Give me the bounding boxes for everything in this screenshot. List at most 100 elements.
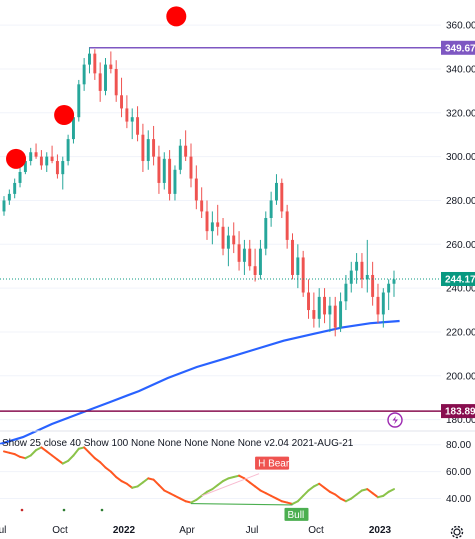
time-tick: Oct <box>308 525 324 536</box>
price-tick: 340.00 <box>446 64 475 75</box>
h-bear-label: H Bear <box>255 456 290 470</box>
candle-body <box>189 156 193 179</box>
price-axis[interactable]: 360.00 340.00 320.00 300.00 280.00 260.00 240.… <box>446 21 475 426</box>
signal-marker <box>166 6 187 27</box>
candle-body <box>130 117 134 122</box>
h-bear-bg <box>255 456 290 470</box>
price-tick: 220.00 <box>446 327 475 338</box>
horizontal-levels[interactable] <box>0 47 441 412</box>
indicator-segment <box>45 450 54 457</box>
candle-body <box>333 305 337 328</box>
candle-body <box>221 226 225 249</box>
indicator-segment <box>104 466 112 473</box>
level-tag-label: 349.67 <box>445 43 475 54</box>
candle-body <box>237 244 241 262</box>
indicator-segment <box>152 478 160 487</box>
level-tag-bg <box>441 40 475 55</box>
candle-body <box>258 248 262 275</box>
candle-body <box>2 200 6 212</box>
candle-body <box>349 270 353 284</box>
candle-body <box>323 296 327 315</box>
time-tick: Oct <box>52 525 68 536</box>
candle-body <box>66 139 70 162</box>
candle-body <box>168 158 172 194</box>
candle-body <box>317 296 321 319</box>
indicator-segment <box>382 490 390 497</box>
indicator-segment <box>248 481 257 488</box>
candle-body <box>216 222 220 227</box>
candle-body <box>146 139 150 162</box>
indicator-tick: 60.00 <box>446 467 471 478</box>
candle-body <box>13 182 17 194</box>
candle-body <box>205 211 209 232</box>
candle-body <box>88 53 91 65</box>
h-bear-text: H Bear <box>258 459 290 470</box>
indicator-segment <box>136 481 144 488</box>
candle-body <box>55 161 59 175</box>
candle-body <box>291 239 294 275</box>
indicator-dot <box>100 508 104 512</box>
candle-body <box>376 296 380 315</box>
candle-body <box>39 156 43 166</box>
bull-label: Bull <box>284 507 309 521</box>
ma-line <box>0 319 400 446</box>
bull-divergence-line <box>190 502 293 506</box>
indicator-segment <box>211 484 219 491</box>
level-price-tag: 183.89 <box>441 404 475 419</box>
candle-body <box>114 68 118 96</box>
price-tick: 200.00 <box>446 371 475 382</box>
candle-body <box>248 248 252 267</box>
price-tick: 300.00 <box>446 152 475 163</box>
candle-body <box>141 134 145 162</box>
bull-text: Bull <box>287 510 304 521</box>
indicator-segment <box>254 485 262 492</box>
candle-body <box>200 200 204 212</box>
moving-average <box>0 319 400 446</box>
indicator-pane: 80.00 60.00 40.00 H Bear Bull <box>0 440 471 521</box>
indicator-segment <box>366 488 374 495</box>
time-axis[interactable]: Jul Oct 2022 Apr Jul Oct 2023 <box>0 525 392 536</box>
candle-body <box>18 171 22 183</box>
candle-body <box>194 178 198 201</box>
candle-body <box>312 310 316 319</box>
price-tick: 360.00 <box>446 21 475 32</box>
candle-body <box>355 261 359 271</box>
candle-body <box>45 156 49 166</box>
candle-body <box>157 156 161 183</box>
indicator-segment <box>307 485 315 492</box>
candle-body <box>173 169 177 194</box>
indicator-segment <box>83 446 91 454</box>
indicator-segment <box>125 482 134 489</box>
candle-body <box>387 283 391 293</box>
candle-body <box>98 73 102 91</box>
indicator-segment <box>40 446 48 453</box>
indicator-segment <box>387 488 395 493</box>
candle-body <box>162 158 166 183</box>
candle-body <box>232 235 236 245</box>
candle-body <box>253 266 257 275</box>
candle-body <box>61 161 65 175</box>
candle-body <box>381 292 385 315</box>
time-tick: 2023 <box>369 525 392 536</box>
candle-body <box>307 292 310 311</box>
indicator-segment <box>323 486 331 493</box>
indicator-segment <box>296 494 305 503</box>
candle-body <box>136 117 140 135</box>
time-tick: Apr <box>179 525 195 536</box>
level-price-tag: 349.67 <box>441 40 475 55</box>
candle-body <box>242 248 246 262</box>
gear-icon[interactable] <box>450 525 464 539</box>
indicator-segment <box>371 492 379 499</box>
lightning-icon[interactable] <box>387 412 403 428</box>
candle-body <box>34 152 38 157</box>
indicator-segment <box>141 477 150 484</box>
indicator-segment <box>56 458 64 465</box>
indicator-segment <box>29 449 38 457</box>
candle-body <box>82 64 86 85</box>
candle-body <box>210 222 214 232</box>
candle-body <box>339 301 343 328</box>
price-tick: 240.00 <box>446 284 475 295</box>
candle-body <box>7 193 11 201</box>
indicator-segment <box>334 493 342 500</box>
